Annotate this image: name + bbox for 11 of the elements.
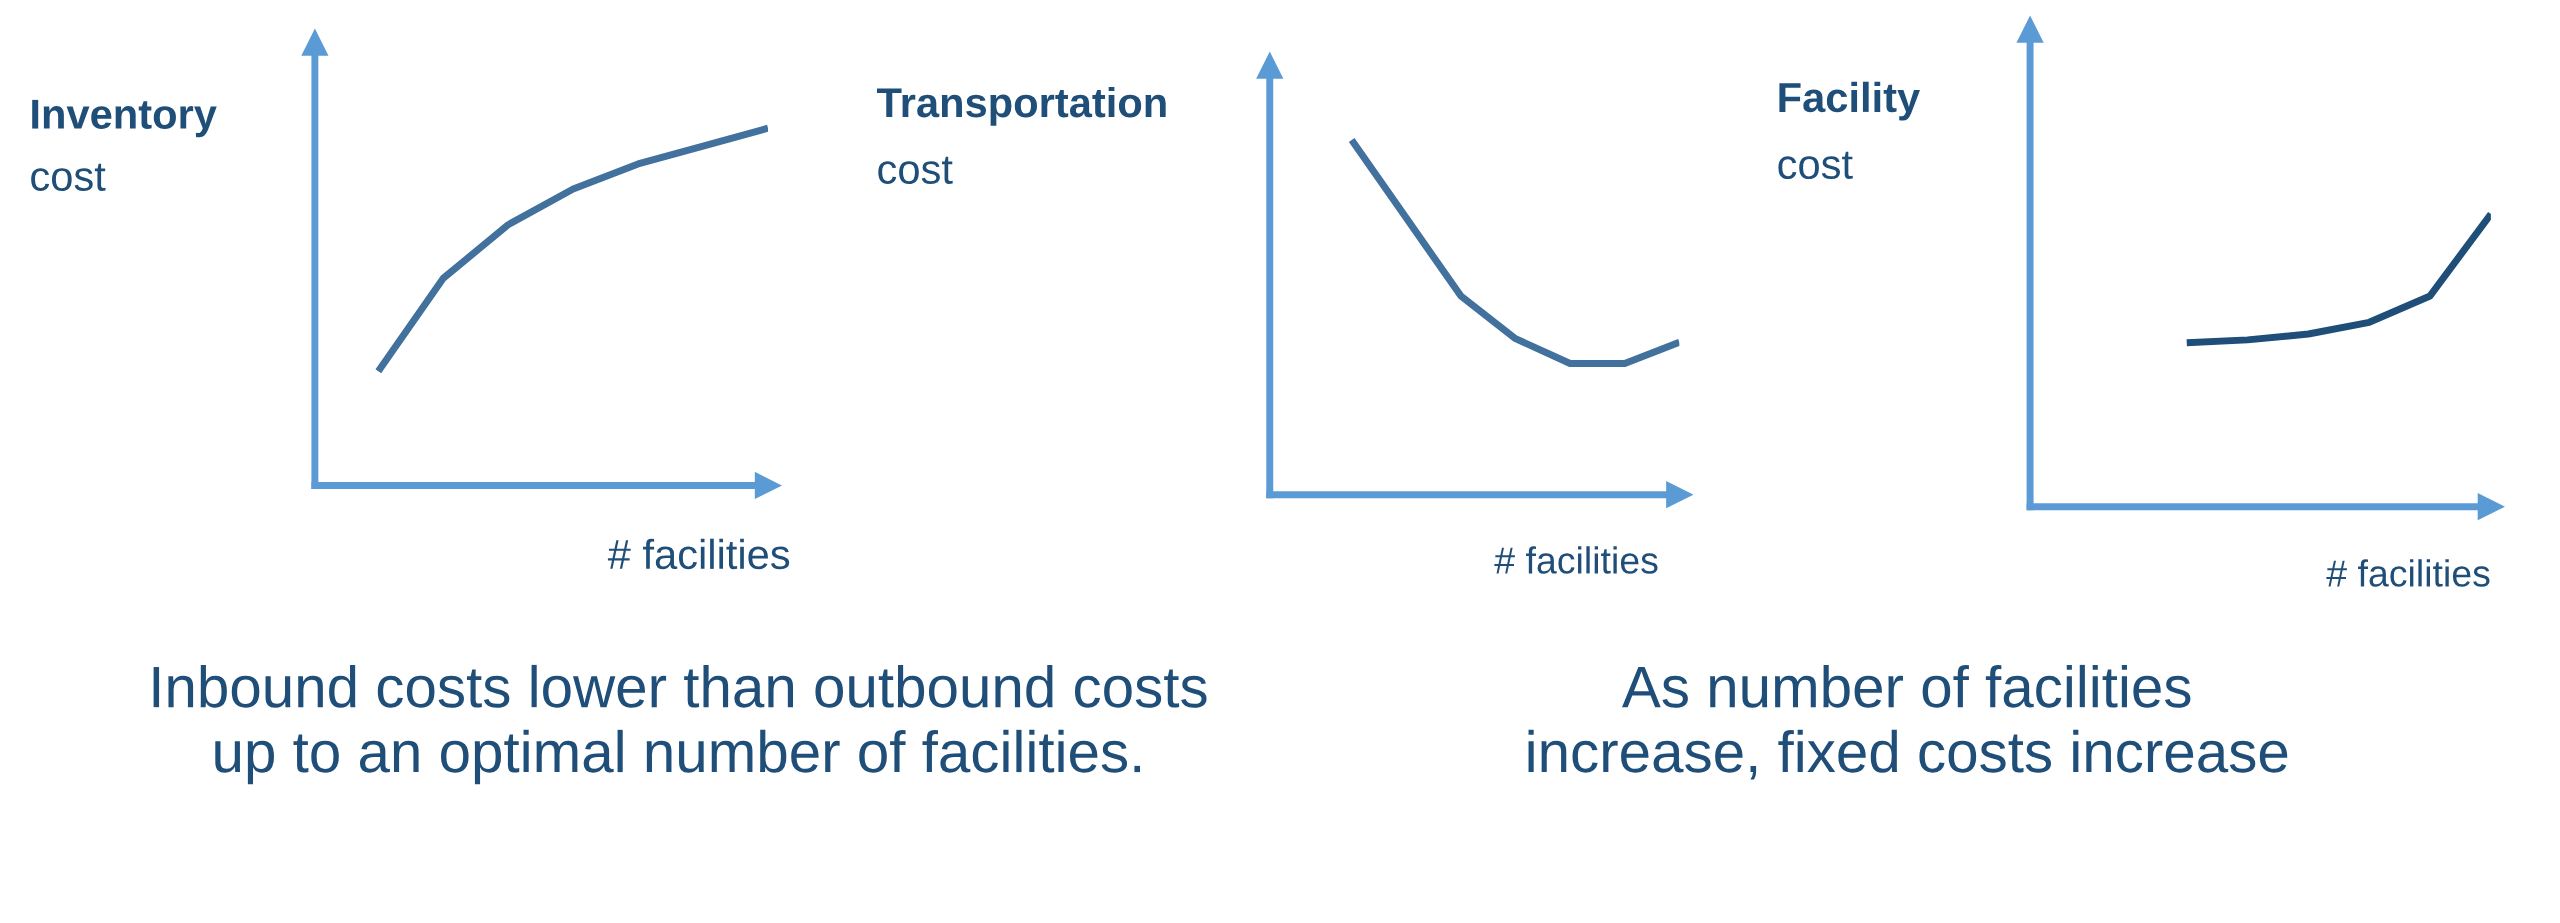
y-axis-title: cost [1778, 151, 1853, 180]
chart-title: Inventory [32, 99, 217, 138]
y-axis-title: cost [31, 163, 106, 191]
text: As number of facilities increase, fixed costs increase [1528, 664, 2288, 780]
x-axis-title: # facilities [607, 538, 790, 570]
text: Inbound costs lower than outbound costs up to an optimal number of facilities. [153, 664, 1207, 785]
chart-title: Facility [1779, 81, 1920, 121]
chart-title: Transportation [877, 86, 1166, 126]
x-axis-title: # facilities [2326, 559, 2490, 587]
x-axis-title: # facilities [1494, 546, 1658, 574]
y-axis-title: cost [878, 156, 953, 185]
